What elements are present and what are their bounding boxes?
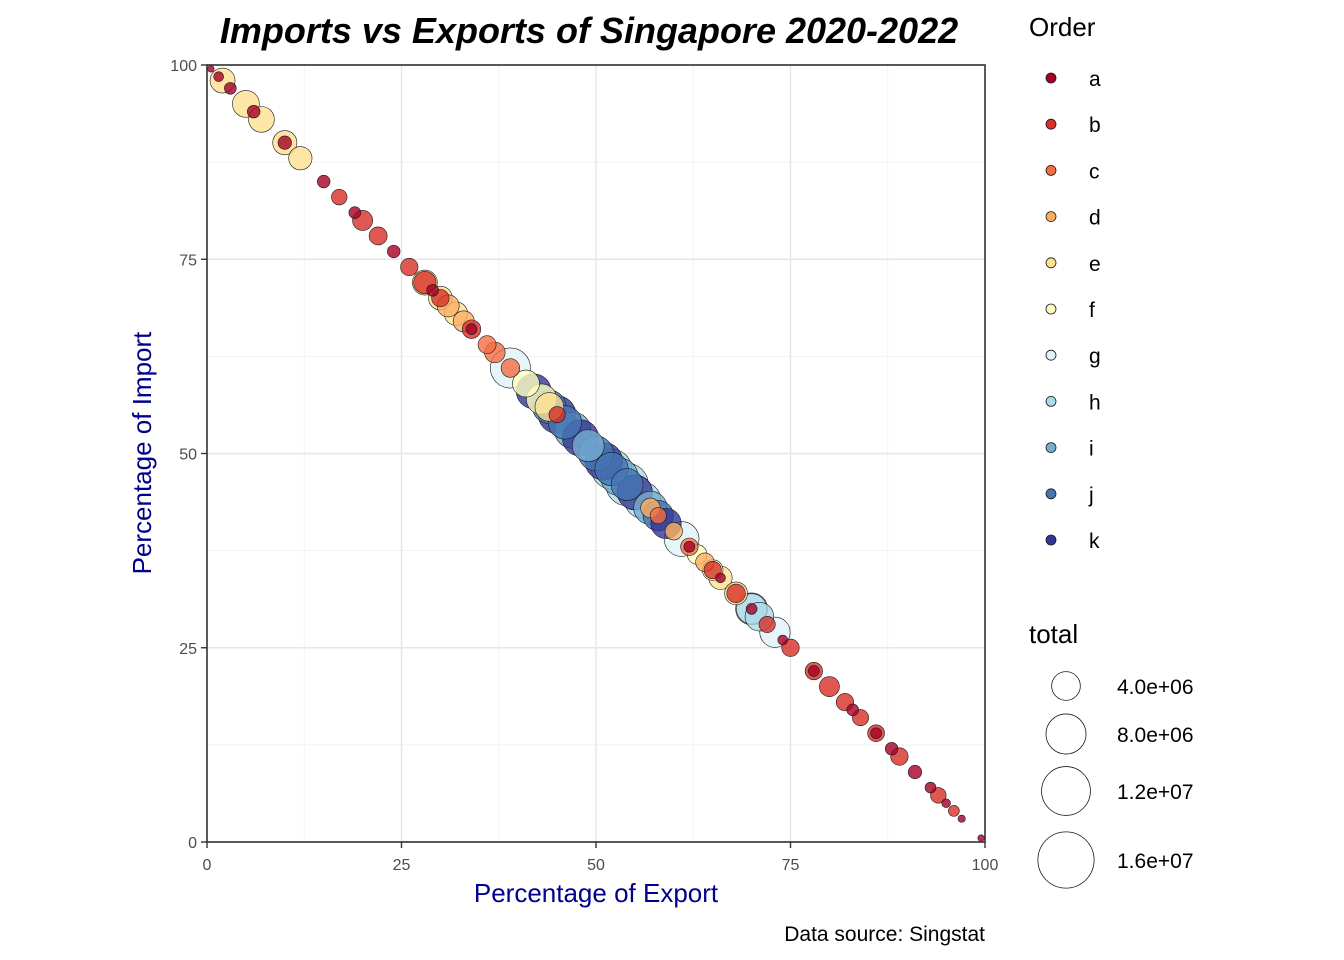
- legend-label-d: d: [1089, 207, 1101, 230]
- data-point-a: [977, 834, 985, 842]
- data-point-b: [726, 583, 746, 603]
- caption: Data source: Singstat: [784, 923, 985, 946]
- legend-label-j: j: [1088, 484, 1094, 507]
- data-point-a: [715, 572, 726, 584]
- data-point-a: [884, 742, 899, 756]
- data-point-b: [331, 188, 348, 206]
- legend-key-d: [1045, 211, 1057, 223]
- data-point-a: [808, 665, 820, 677]
- x-axis-title: Percentage of Export: [474, 878, 719, 908]
- legend-label-i: i: [1089, 438, 1094, 461]
- data-point-f: [512, 369, 540, 398]
- data-point-a: [846, 703, 859, 717]
- size-legend-label: 8.0e+06: [1117, 724, 1194, 747]
- y-tick-label: 100: [170, 58, 197, 75]
- legend-key-k: [1045, 534, 1057, 546]
- y-tick-label: 0: [188, 835, 197, 852]
- y-tick-label: 25: [179, 641, 197, 658]
- data-point-a: [745, 603, 758, 615]
- size-legend-key: [1051, 671, 1081, 701]
- data-point-a: [426, 284, 439, 297]
- data-point-a: [907, 765, 923, 780]
- data-point-b: [819, 676, 840, 697]
- legend-key-b: [1045, 118, 1057, 130]
- x-tick-label: 0: [203, 857, 212, 874]
- data-point-a: [224, 82, 237, 95]
- legend-label-g: g: [1089, 345, 1101, 368]
- legend-key-e: [1045, 257, 1057, 269]
- data-point-a: [247, 104, 261, 119]
- y-axis-title: Percentage of Import: [127, 331, 157, 575]
- data-point-b: [948, 805, 960, 817]
- data-point-j: [610, 468, 644, 501]
- data-point-e: [288, 146, 313, 171]
- legend-label-k: k: [1089, 530, 1100, 553]
- x-axis: 0 25 50 75 100: [203, 842, 999, 874]
- size-legend-label: 1.6e+07: [1117, 850, 1194, 873]
- x-tick-label: 100: [972, 857, 999, 874]
- data-point-a: [317, 174, 331, 189]
- data-point-a: [465, 323, 478, 335]
- y-axis: 0 25 50 75 100: [170, 58, 207, 852]
- legend-key-f: [1045, 303, 1057, 315]
- data-point-b: [758, 616, 776, 633]
- data-point-b: [400, 257, 419, 277]
- x-tick-label: 50: [587, 857, 605, 874]
- data-point-a: [777, 634, 788, 646]
- y-tick-label: 75: [179, 252, 197, 269]
- data-point-a: [683, 540, 696, 553]
- size-legend-label: 1.2e+07: [1117, 781, 1194, 804]
- size-legend-key: [1041, 766, 1091, 816]
- legend-label-e: e: [1089, 253, 1101, 276]
- x-tick-label: 75: [782, 857, 800, 874]
- legend-label-a: a: [1089, 68, 1101, 91]
- size-legend-title: total: [1029, 619, 1078, 649]
- legend-key-a: [1045, 72, 1057, 84]
- legend-key-c: [1045, 164, 1057, 176]
- data-point-c: [500, 358, 521, 378]
- chart-title: Imports vs Exports of Singapore 2020-202…: [220, 10, 958, 51]
- y-tick-label: 50: [179, 447, 197, 464]
- size-legend-key: [1037, 831, 1095, 889]
- data-point-a: [207, 65, 215, 73]
- legend-label-c: c: [1089, 160, 1100, 183]
- color-legend-title: Order: [1029, 12, 1096, 42]
- data-point-a: [387, 244, 401, 259]
- size-legend-key: [1045, 713, 1087, 755]
- data-point-c: [477, 335, 497, 355]
- legend-key-g: [1045, 349, 1057, 361]
- data-point-a: [348, 206, 362, 219]
- size-legend: total 4.0e+06 8.0e+06 1.2e+07 1.6e+07: [1029, 619, 1194, 889]
- data-point-d: [664, 522, 683, 541]
- data-point-a: [957, 814, 966, 823]
- data-point-a: [870, 727, 882, 739]
- legend-label-f: f: [1089, 299, 1095, 322]
- legend-label-h: h: [1089, 391, 1101, 414]
- data-point-b: [368, 226, 388, 246]
- legend-key-i: [1045, 442, 1057, 454]
- data-point-a: [941, 798, 951, 808]
- data-point-c: [649, 507, 667, 525]
- data-point-a: [924, 781, 937, 794]
- legend-label-b: b: [1089, 114, 1101, 137]
- data-point-b: [548, 406, 566, 424]
- x-tick-label: 25: [393, 857, 411, 874]
- data-point-i: [571, 429, 605, 463]
- data-point-a: [277, 135, 292, 150]
- data-points: [207, 65, 985, 842]
- size-legend-label: 4.0e+06: [1117, 676, 1194, 699]
- data-point-a: [213, 71, 224, 82]
- legend-key-j: [1045, 488, 1057, 500]
- legend-key-h: [1045, 395, 1057, 407]
